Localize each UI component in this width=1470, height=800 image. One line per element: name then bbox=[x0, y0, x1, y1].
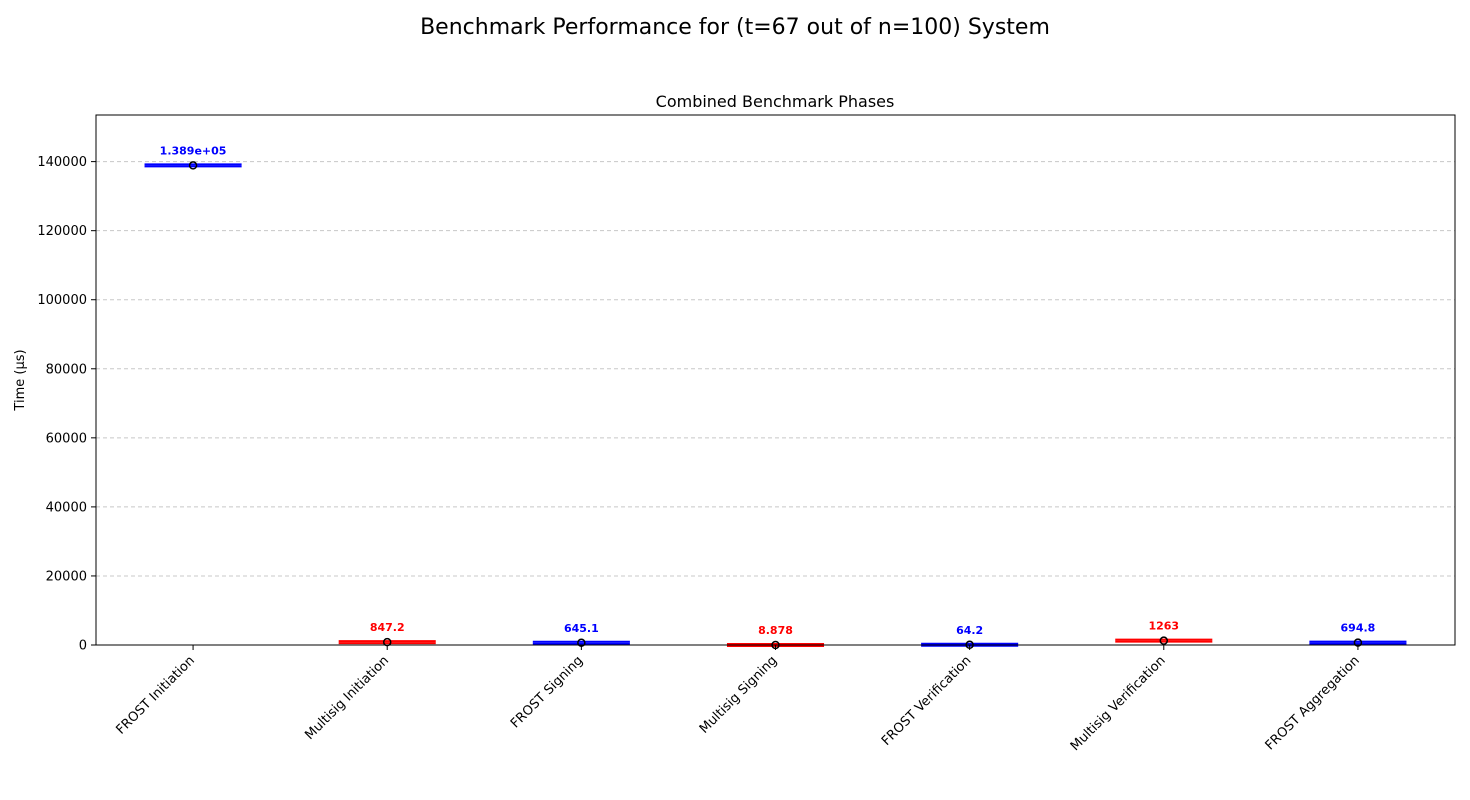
box-2: 645.1 bbox=[532, 622, 630, 648]
x-tick-label: FROST Aggregation bbox=[1263, 653, 1363, 753]
y-tick-label: 100000 bbox=[37, 293, 87, 308]
x-tick-label: Multisig Signing bbox=[697, 653, 780, 736]
x-tick-label: FROST Initiation bbox=[114, 653, 198, 737]
x-tick-label: Multisig Initiation bbox=[302, 653, 392, 743]
y-tick-label: 120000 bbox=[37, 224, 87, 239]
figure-title: Benchmark Performance for (t=67 out of n… bbox=[420, 15, 1050, 40]
y-tick-label: 20000 bbox=[46, 569, 87, 584]
box-0: 1.389e+05 bbox=[144, 144, 242, 170]
box-plots: 1.389e+05 847.2 645.1 8.878 64.2 1263 694.8 bbox=[144, 144, 1407, 650]
outlier-point bbox=[188, 161, 198, 170]
data-label: 1.389e+05 bbox=[160, 144, 227, 157]
y-tick-label: 140000 bbox=[37, 155, 87, 170]
box-5: 1263 bbox=[1115, 620, 1213, 645]
axes-title: Combined Benchmark Phases bbox=[656, 92, 895, 111]
y-tick-label: 0 bbox=[79, 639, 87, 654]
box-1: 847.2 bbox=[338, 621, 436, 647]
data-label: 8.878 bbox=[758, 624, 793, 637]
data-label: 694.8 bbox=[1341, 622, 1376, 635]
y-tick-label: 60000 bbox=[46, 431, 87, 446]
y-ticks: 0 20000 40000 60000 80000 100000 120000 140000 bbox=[37, 155, 96, 654]
data-label: 645.1 bbox=[564, 622, 599, 635]
plot-frame bbox=[95, 114, 1456, 646]
data-label: 1263 bbox=[1148, 620, 1179, 633]
x-tick-label: FROST Signing bbox=[508, 653, 586, 731]
outlier-point bbox=[1159, 636, 1169, 645]
data-label: 64.2 bbox=[956, 624, 983, 637]
y-tick-label: 80000 bbox=[46, 362, 87, 377]
box-6: 694.8 bbox=[1309, 622, 1407, 647]
y-axis-label: Time (µs) bbox=[13, 349, 28, 411]
x-ticks: FROST Initiation Multisig Initiation FROST… bbox=[114, 645, 1363, 754]
data-label: 847.2 bbox=[370, 621, 405, 634]
x-tick-label: FROST Verification bbox=[879, 653, 975, 749]
gridlines bbox=[96, 161, 1455, 577]
x-tick-label: Multisig Verification bbox=[1068, 653, 1169, 754]
y-tick-label: 40000 bbox=[46, 500, 87, 515]
